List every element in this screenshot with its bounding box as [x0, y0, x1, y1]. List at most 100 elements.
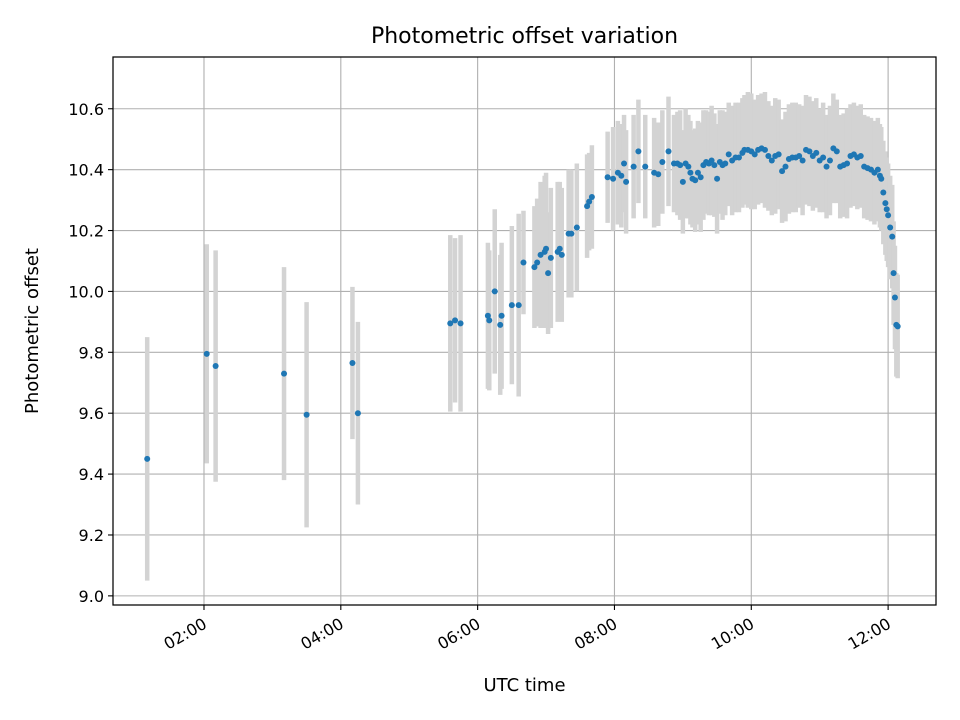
data-point [635, 148, 642, 155]
data-point [303, 411, 310, 418]
data-point [820, 154, 827, 161]
data-point [761, 146, 768, 153]
data-point [203, 350, 210, 357]
data-point [586, 198, 593, 205]
data-point [354, 410, 361, 417]
data-point [515, 302, 522, 309]
y-axis-label: Photometric offset [22, 248, 43, 414]
data-point [665, 148, 672, 155]
data-point [687, 169, 694, 176]
data-point [806, 148, 813, 155]
data-point [543, 245, 550, 252]
y-tick-label: 9.6 [79, 404, 104, 423]
data-point [281, 370, 288, 377]
data-point [144, 455, 151, 462]
data-point [212, 363, 219, 370]
data-point [588, 194, 595, 201]
data-point [826, 157, 833, 164]
data-point [545, 270, 552, 277]
data-point [796, 152, 803, 159]
data-point [679, 178, 686, 185]
data-point [722, 160, 729, 167]
data-point [556, 245, 563, 252]
data-point [782, 163, 789, 170]
data-point [534, 259, 541, 266]
data-point [659, 159, 666, 166]
data-point [610, 175, 617, 182]
data-point [775, 151, 782, 158]
data-point [508, 302, 515, 309]
data-point [623, 178, 630, 185]
data-point [685, 163, 692, 170]
data-point [735, 154, 742, 161]
data-point [799, 157, 806, 164]
data-point [813, 149, 820, 156]
data-point [692, 177, 699, 184]
data-point [520, 259, 527, 266]
data-point [568, 230, 575, 237]
data-point [823, 163, 830, 170]
y-axis-ticks: 9.0 9.2 9.4 9.6 9.8 10.0 10.2 10.4 10.6 [68, 100, 113, 606]
data-point [349, 359, 356, 366]
x-axis-label: UTC time [483, 675, 565, 696]
data-point [714, 175, 721, 182]
data-point [630, 163, 637, 170]
y-tick-label: 9.2 [79, 526, 104, 545]
data-point [711, 162, 718, 169]
data-point [457, 320, 464, 327]
data-point [452, 317, 459, 324]
data-point [621, 160, 628, 167]
data-point [708, 157, 715, 164]
data-point [885, 212, 892, 219]
data-point [491, 288, 498, 295]
data-point [894, 323, 901, 330]
data-point [890, 270, 897, 277]
data-point [857, 152, 864, 159]
data-point [697, 174, 704, 181]
data-point [891, 294, 898, 301]
data-point [447, 320, 454, 327]
y-tick-label: 10.2 [68, 222, 104, 241]
data-point [844, 160, 851, 167]
data-point [768, 157, 775, 164]
data-point [751, 151, 758, 158]
data-point [547, 254, 554, 261]
data-point [765, 152, 772, 159]
data-point [584, 203, 591, 210]
data-point [618, 172, 625, 179]
data-point [573, 224, 580, 231]
data-point [878, 175, 885, 182]
grid-lines [113, 57, 936, 605]
y-tick-label: 9.4 [79, 465, 104, 484]
plot-frame [112, 56, 937, 606]
data-point [883, 206, 890, 213]
data-point [537, 251, 544, 258]
data-point [880, 189, 887, 196]
y-tick-label: 9.8 [79, 343, 104, 362]
data-point [498, 312, 505, 319]
data-point [889, 233, 896, 240]
data-point [604, 174, 611, 181]
data-point [725, 151, 732, 158]
y-tick-label: 10.6 [68, 100, 104, 119]
data-point [484, 312, 491, 319]
data-point [486, 317, 493, 324]
y-tick-label: 10.4 [68, 161, 104, 180]
y-tick-label: 10.0 [68, 282, 104, 301]
data-point [882, 200, 889, 207]
chart-title: Photometric offset variation [371, 24, 678, 49]
data-point [833, 148, 840, 155]
data-points [144, 145, 901, 462]
data-point [655, 171, 662, 178]
data-point [887, 224, 894, 231]
data-point [677, 162, 684, 169]
data-point [558, 251, 565, 258]
data-point [497, 321, 504, 328]
y-tick-label: 9.0 [79, 587, 104, 606]
data-point [531, 264, 538, 271]
data-point [874, 166, 881, 173]
data-point [694, 169, 701, 176]
data-point [642, 163, 649, 170]
data-point [779, 168, 786, 175]
